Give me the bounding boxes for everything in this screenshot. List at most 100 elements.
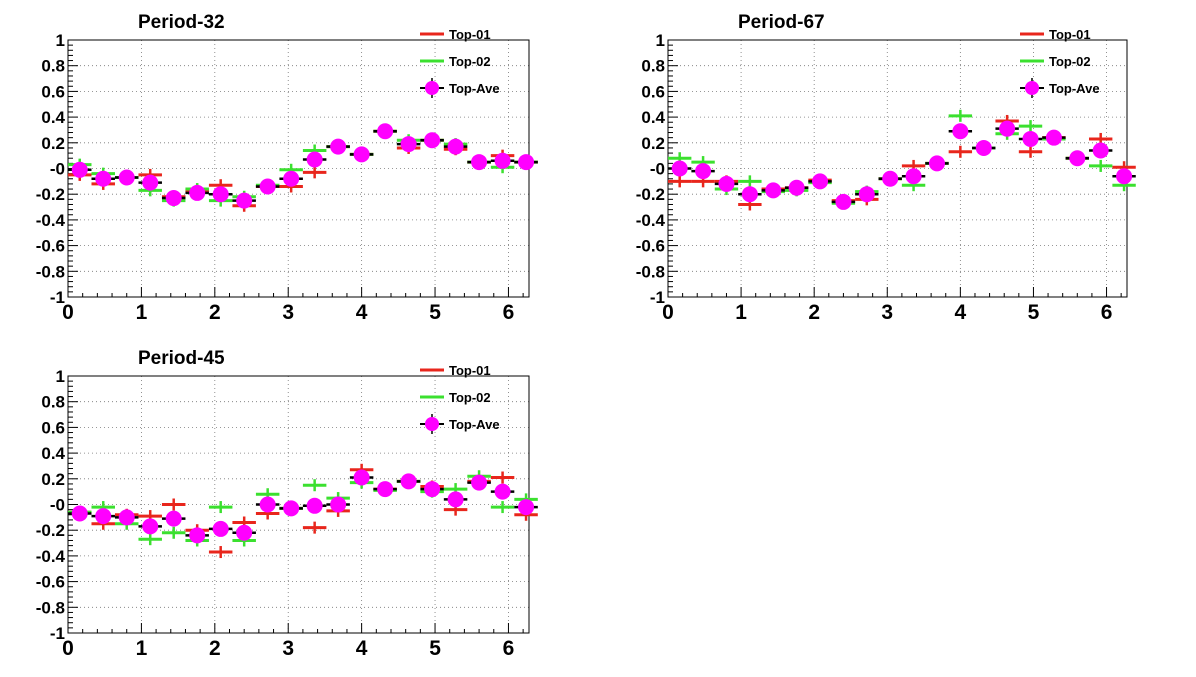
y-tick-label: 1 <box>56 31 65 50</box>
x-tick-label: 2 <box>808 301 820 324</box>
y-tick-label: -1 <box>650 288 665 307</box>
y-tick-label: -0.8 <box>636 262 665 281</box>
chart-panel: 0 1 2 3 4 5 6 -1 -0.8 -0.6 -0.4 -0.2 -0 0.2 0.4 0.6 0.8 1… <box>36 348 538 660</box>
data-point-marker <box>306 151 323 168</box>
y-tick-label: 0.8 <box>41 57 65 76</box>
x-tick-label: 4 <box>356 637 368 660</box>
chart-panel: 0 1 2 3 4 5 6 -1 -0.8 -0.6 -0.4 -0.2 -0 0.2 0.4 0.6 0.8 1… <box>636 12 1136 324</box>
y-tick-label: -0.2 <box>636 185 665 204</box>
data-point-marker <box>518 154 535 171</box>
data-point-marker <box>259 496 276 513</box>
y-tick-label: -0.8 <box>36 598 65 617</box>
data-point-marker <box>1045 129 1062 146</box>
data-point-marker <box>671 160 688 177</box>
data-point-marker <box>695 163 712 180</box>
data-point-marker <box>306 497 323 514</box>
y-tick-label: 0.4 <box>641 108 665 127</box>
data-point-marker <box>471 154 488 171</box>
data-point-marker <box>494 152 511 169</box>
y-tick-label: -0.4 <box>36 547 66 566</box>
data-point-marker <box>835 193 852 210</box>
data-point-marker <box>741 186 758 203</box>
data-point-marker <box>1092 142 1109 159</box>
data-point-marker <box>975 139 992 156</box>
data-point-marker <box>377 123 394 140</box>
x-tick-label: 6 <box>503 637 515 660</box>
y-tick-label: -0.2 <box>36 185 65 204</box>
y-tick-label: -0.8 <box>36 262 65 281</box>
y-tick-label: 0.6 <box>641 82 665 101</box>
legend-label: Top-02 <box>1049 54 1091 69</box>
x-tick-label: 6 <box>503 301 515 324</box>
x-tick-label: 2 <box>209 301 221 324</box>
data-point-marker <box>400 473 417 490</box>
data-point-marker <box>518 499 535 516</box>
y-tick-label: -1 <box>50 288 65 307</box>
chart-title: Period-45 <box>138 348 225 369</box>
data-point-marker <box>788 179 805 196</box>
data-point-marker <box>1116 168 1133 185</box>
data-point-marker <box>858 186 875 203</box>
legend-label: Top-02 <box>449 54 491 69</box>
data-point-marker <box>952 123 969 140</box>
legend-label: Top-02 <box>449 390 491 405</box>
data-point-marker <box>928 155 945 172</box>
data-point-marker <box>424 132 441 149</box>
y-tick-label: -0 <box>50 160 65 179</box>
data-point-marker <box>165 190 182 207</box>
data-point-marker <box>353 469 370 486</box>
y-tick-label: 0.2 <box>641 134 665 153</box>
y-tick-label: -0 <box>50 496 65 515</box>
chart-title: Period-32 <box>138 12 225 33</box>
x-tick-label: 3 <box>881 301 893 324</box>
legend-label: Top-Ave <box>449 417 500 432</box>
x-tick-label: 1 <box>735 301 747 324</box>
data-point-marker <box>905 168 922 185</box>
data-point-marker <box>447 491 464 508</box>
data-point-marker <box>353 146 370 163</box>
y-tick-label: 0.2 <box>41 134 65 153</box>
x-tick-label: 5 <box>1028 301 1040 324</box>
data-point-marker <box>999 120 1016 137</box>
data-point-marker <box>330 496 347 513</box>
legend-marker <box>425 417 439 431</box>
data-point-marker <box>330 138 347 155</box>
data-point-marker <box>471 474 488 491</box>
data-point-marker <box>95 508 112 525</box>
y-tick-label: -0.6 <box>36 573 65 592</box>
x-tick-label: 5 <box>429 637 441 660</box>
y-tick-label: -0.4 <box>36 211 66 230</box>
legend-label: Top-Ave <box>449 81 500 96</box>
y-tick-label: 0.4 <box>41 444 65 463</box>
data-point-marker <box>118 169 135 186</box>
y-tick-label: 0.6 <box>41 418 65 437</box>
data-point-marker <box>283 500 300 517</box>
data-point-marker <box>95 170 112 187</box>
data-point-marker <box>236 192 253 209</box>
data-point-marker <box>118 509 135 526</box>
data-point-marker <box>1022 130 1039 147</box>
legend-label: Top-Ave <box>1049 81 1100 96</box>
y-tick-label: -0.6 <box>36 237 65 256</box>
data-point-marker <box>189 184 206 201</box>
data-point-marker <box>882 170 899 187</box>
legend-marker <box>425 81 439 95</box>
data-point-marker <box>718 175 735 192</box>
y-tick-label: 1 <box>656 31 665 50</box>
data-point-marker <box>71 505 88 522</box>
data-point-marker <box>377 481 394 498</box>
x-tick-label: 6 <box>1101 301 1113 324</box>
y-tick-label: 1 <box>56 367 65 386</box>
x-tick-label: 4 <box>955 301 967 324</box>
legend-label: Top-01 <box>449 27 491 42</box>
data-point-marker <box>424 481 441 498</box>
y-tick-label: 0.4 <box>41 108 65 127</box>
data-point-marker <box>189 527 206 544</box>
y-tick-label: -0.4 <box>636 211 666 230</box>
data-point-marker <box>236 524 253 541</box>
chart-title: Period-67 <box>738 12 825 33</box>
x-tick-label: 2 <box>209 637 221 660</box>
x-tick-label: 5 <box>429 301 441 324</box>
